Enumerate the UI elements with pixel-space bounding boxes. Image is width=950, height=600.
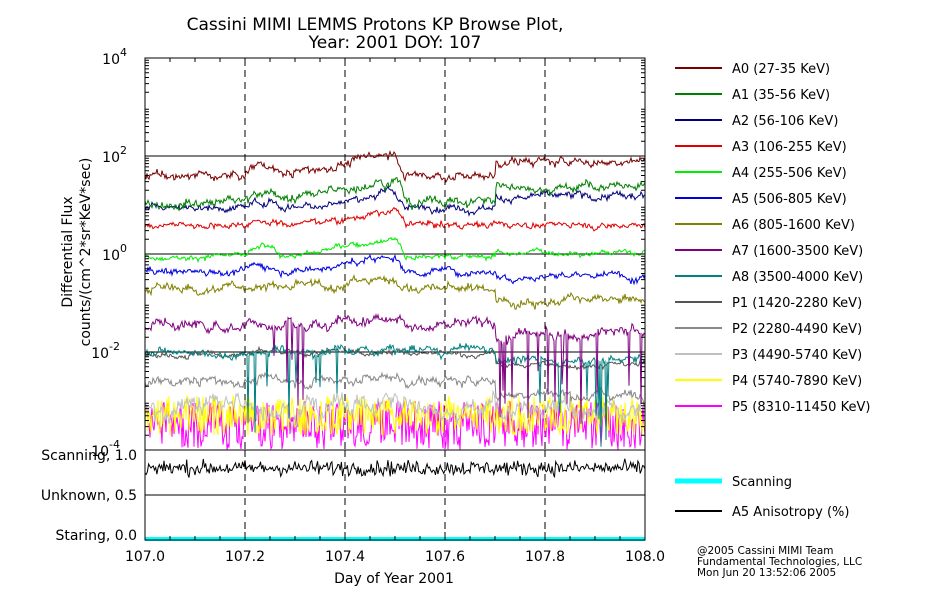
y-tick-label: 102 xyxy=(102,144,127,166)
legend-entry: A5 Anisotropy (%) xyxy=(732,505,849,520)
chart-title: Cassini MIMI LEMMS Protons KP Browse Plo… xyxy=(187,15,564,35)
series-line xyxy=(144,371,646,407)
series-line xyxy=(144,236,646,264)
x-axis-label: Day of Year 2001 xyxy=(334,571,454,587)
y-tick-label: 100 xyxy=(102,242,127,264)
x-tick-label: 108.0 xyxy=(625,549,665,565)
legend-entry: P3 (4490-5740 KeV) xyxy=(732,348,862,363)
x-tick-label: 107.6 xyxy=(425,549,465,565)
legend-entry: Scanning xyxy=(732,475,792,490)
chart-subtitle: Year: 2001 DOY: 107 xyxy=(308,33,482,53)
legend: A0 (27-35 KeV) A1 (35-56 KeV) A2 (56-106 K… xyxy=(675,62,870,520)
x-tick-label: 107.0 xyxy=(125,549,165,565)
credit-company: Fundamental Technologies, LLC xyxy=(697,556,862,568)
series-line xyxy=(144,312,646,424)
series-line xyxy=(144,149,646,184)
y-axis-label: Differential Flux xyxy=(60,196,76,307)
legend-entry: A3 (106-255 KeV) xyxy=(732,140,847,155)
lower-panel-grid xyxy=(145,450,645,540)
series-line xyxy=(144,273,646,310)
legend-entry: A4 (255-506 KeV) xyxy=(732,166,847,181)
legend-entry: A1 (35-56 KeV) xyxy=(732,88,830,103)
legend-entry: P4 (5740-7890 KeV) xyxy=(732,374,862,389)
series-line xyxy=(144,394,646,436)
legend-entry: A2 (56-106 KeV) xyxy=(732,114,838,129)
legend-entry: P2 (2280-4490 KeV) xyxy=(732,322,862,337)
x-axis-ticks: 107.0 107.2 107.4 107.6 107.8 108.0 xyxy=(125,58,665,565)
credit-copyright: @2005 Cassini MIMI Team xyxy=(697,545,834,557)
legend-entry: P1 (1420-2280 KeV) xyxy=(732,296,862,311)
x-tick-label: 107.4 xyxy=(325,549,365,565)
lower-panel-series xyxy=(144,458,646,541)
legend-entry: A5 (506-805 KeV) xyxy=(732,192,847,207)
legend-entry: A8 (3500-4000 KeV) xyxy=(732,270,863,285)
y-tick-label: 104 xyxy=(102,46,127,68)
legend-entry: A6 (805-1600 KeV) xyxy=(732,218,855,233)
y-axis-label-units: counts/(cm^2*sr*KeV*sec) xyxy=(78,158,94,347)
series-line xyxy=(144,389,646,433)
series-line xyxy=(144,253,646,286)
legend-entry: A7 (1600-3500 KeV) xyxy=(732,244,863,259)
anisotropy-line xyxy=(144,458,646,479)
upper-panel-series xyxy=(144,149,646,451)
lower-tick-unknown: Unknown, 0.5 xyxy=(41,488,137,504)
credit-timestamp: Mon Jun 20 13:52:06 2005 xyxy=(697,567,836,579)
y-tick-label: 10-2 xyxy=(91,340,120,362)
series-line xyxy=(144,177,646,212)
legend-entry: A0 (27-35 KeV) xyxy=(732,62,830,77)
series-line xyxy=(144,206,646,232)
series-line xyxy=(144,400,646,451)
x-tick-label: 107.8 xyxy=(525,549,565,565)
series-line xyxy=(144,184,646,217)
lower-tick-staring: Staring, 0.0 xyxy=(55,528,137,544)
x-tick-label: 107.2 xyxy=(225,549,265,565)
legend-entry: P5 (8310-11450 KeV) xyxy=(732,400,870,415)
series-line xyxy=(144,345,646,371)
lower-tick-scanning: Scanning, 1.0 xyxy=(41,448,137,464)
